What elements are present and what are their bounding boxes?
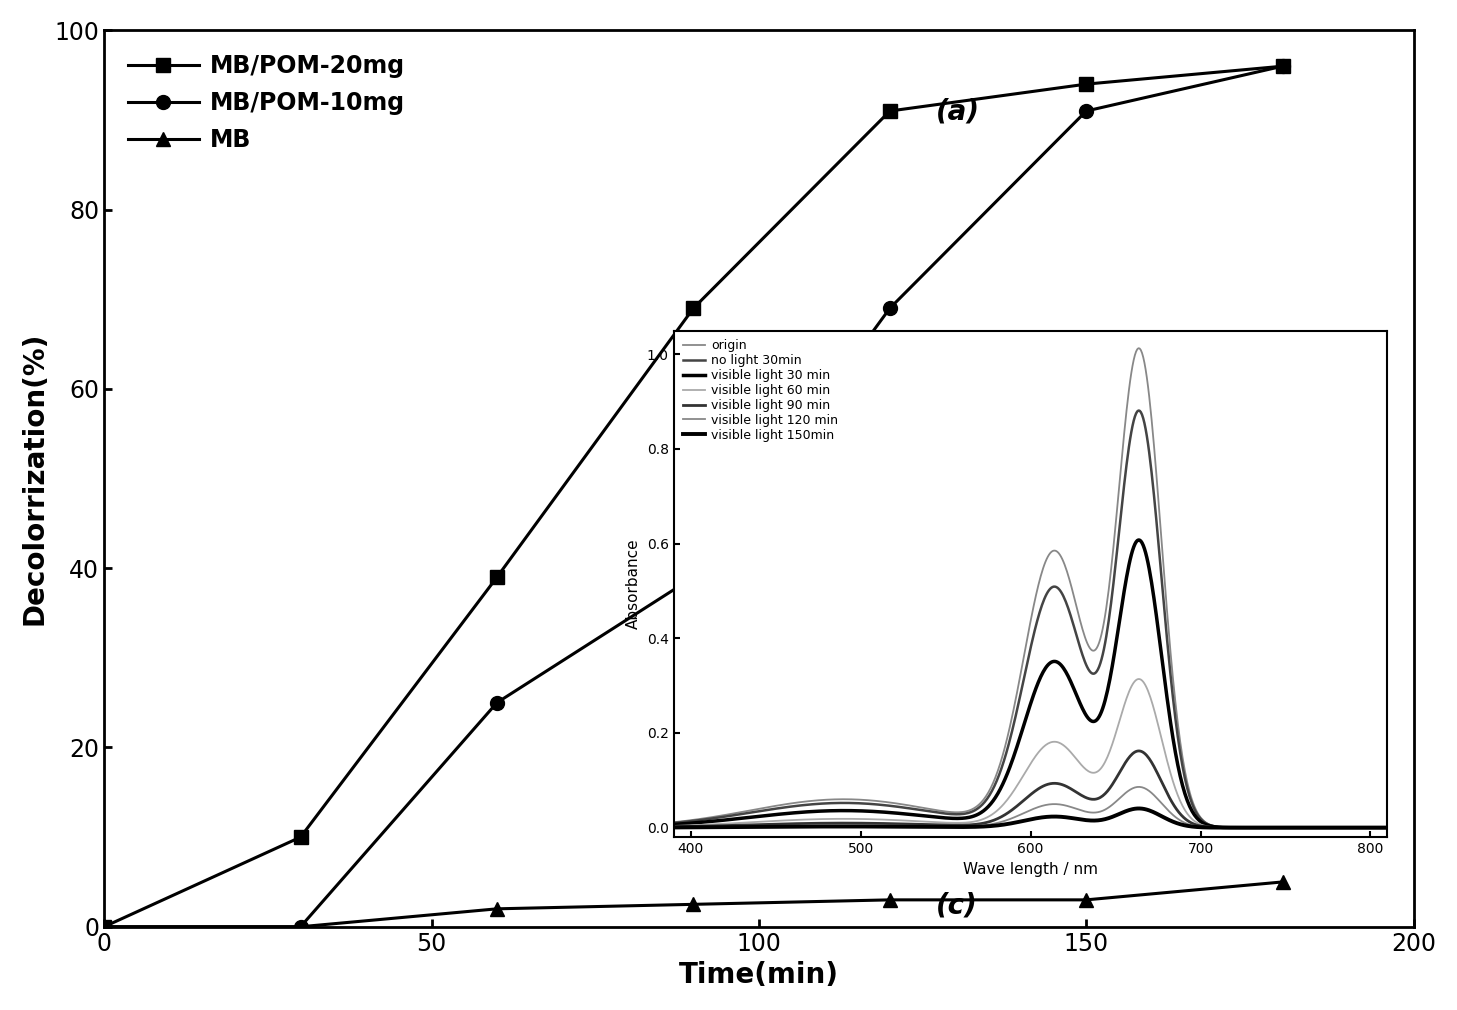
MB — [881, 894, 899, 906]
Line: MB/POM-20mg: MB/POM-20mg — [98, 60, 1289, 933]
MB/POM-10mg — [685, 571, 702, 583]
MB — [291, 921, 309, 933]
MB/POM-10mg — [95, 921, 112, 933]
Text: (a): (a) — [935, 98, 979, 126]
Text: (b): (b) — [935, 340, 981, 368]
MB — [1273, 876, 1291, 888]
MB/POM-10mg — [1078, 105, 1096, 117]
MB/POM-10mg — [1273, 61, 1291, 73]
MB — [95, 921, 112, 933]
MB/POM-20mg — [1078, 78, 1096, 90]
MB/POM-20mg — [291, 831, 309, 843]
MB/POM-20mg — [1273, 61, 1291, 73]
MB/POM-10mg — [488, 697, 506, 709]
MB/POM-20mg — [685, 302, 702, 314]
MB/POM-20mg — [488, 571, 506, 583]
MB — [685, 898, 702, 910]
MB/POM-20mg — [881, 105, 899, 117]
Legend: MB/POM-20mg, MB/POM-10mg, MB: MB/POM-20mg, MB/POM-10mg, MB — [117, 42, 417, 164]
Line: MB: MB — [98, 875, 1289, 933]
MB/POM-20mg — [95, 921, 112, 933]
Y-axis label: Decolorrization(%): Decolorrization(%) — [20, 332, 50, 625]
MB — [488, 903, 506, 915]
MB/POM-10mg — [291, 921, 309, 933]
MB/POM-10mg — [881, 302, 899, 314]
Text: (c): (c) — [935, 891, 978, 919]
MB — [1078, 894, 1096, 906]
Line: MB/POM-10mg: MB/POM-10mg — [98, 60, 1289, 933]
X-axis label: Time(min): Time(min) — [679, 962, 839, 989]
